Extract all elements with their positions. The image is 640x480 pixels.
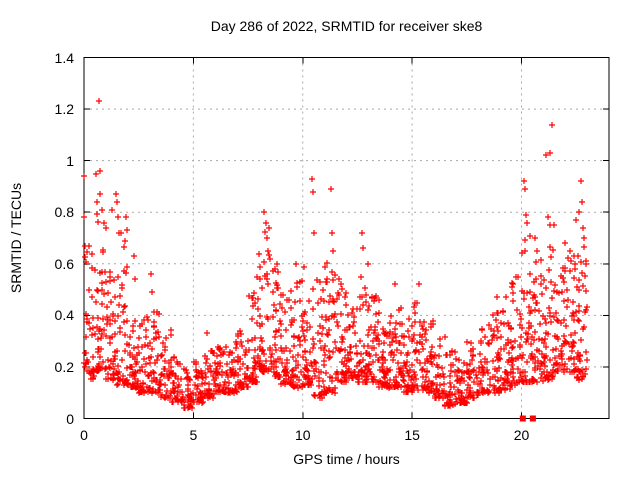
y-tick-label: 1.4 (54, 49, 74, 66)
chart-title: Day 286 of 2022, SRMTID for receiver ske… (210, 18, 483, 34)
plot-border (83, 57, 610, 419)
y-tick-label: 0.6 (54, 255, 74, 272)
y-tick-label: 0.8 (54, 204, 74, 221)
y-tick-label: 1 (66, 152, 74, 169)
y-tick-label: 1.2 (54, 101, 74, 118)
x-tick-label: 5 (189, 427, 198, 443)
y-tick-label: 0.2 (54, 358, 74, 375)
x-tick-label: 15 (404, 427, 420, 443)
y-tick-label: 0.4 (54, 307, 74, 324)
x-tick-label: 0 (80, 427, 88, 443)
y-axis-label: SRMTID / TECUs (8, 182, 24, 294)
x-axis-label: GPS time / hours (293, 451, 400, 467)
zero-square-markers (519, 415, 536, 422)
x-tick-label: 20 (513, 427, 530, 443)
y-tick-label: 0 (66, 410, 74, 427)
x-tick-label: 10 (294, 427, 311, 443)
data-points-plus-markers (81, 98, 590, 411)
